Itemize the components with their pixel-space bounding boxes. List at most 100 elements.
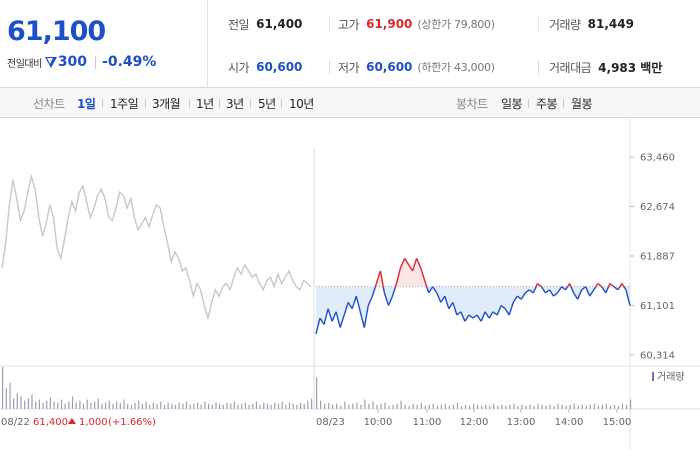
volume-bar xyxy=(613,404,616,409)
stat-value: 61,900 xyxy=(366,17,413,31)
volume-bar xyxy=(464,404,467,409)
time-tick-label: 12:00 xyxy=(460,417,489,428)
volume-bar xyxy=(226,402,228,409)
volume-bar xyxy=(440,404,442,409)
price-line-segment xyxy=(601,286,607,294)
volume-bar xyxy=(241,403,243,410)
tab-monthly-candle[interactable]: 월봉 xyxy=(571,97,593,111)
volume-bar xyxy=(215,402,217,409)
volume-bar xyxy=(285,404,287,409)
volume-bar xyxy=(372,401,374,409)
y-tick-label: 61,101 xyxy=(640,301,675,312)
volume-bar xyxy=(57,402,59,409)
volume-bar xyxy=(597,405,599,409)
volume-bar xyxy=(145,401,147,409)
volume-bar xyxy=(156,403,158,410)
price-line-segment xyxy=(500,304,506,310)
prev-date-label: 08/22 xyxy=(1,417,30,428)
volume-bar xyxy=(53,401,55,409)
price-line-segment xyxy=(605,286,610,294)
prev-change-value: 1,000 xyxy=(79,417,108,428)
volume-bar xyxy=(123,399,125,410)
volume-bar xyxy=(300,402,302,409)
volume-bar xyxy=(130,404,132,409)
chart-grid xyxy=(0,119,700,450)
tab-daily-candle[interactable]: 일봉 xyxy=(501,97,523,111)
price-line-segment xyxy=(581,286,587,291)
divider xyxy=(95,55,97,69)
volume-legend-swatch xyxy=(652,372,654,381)
tab-3y[interactable]: 3년 xyxy=(226,97,244,111)
tab-10y[interactable]: 10년 xyxy=(289,97,314,111)
tab-1d[interactable]: 1일 xyxy=(77,97,96,111)
intraday-chart: 63,460 62,674 61,887 61,101 60,314 거래량 08/22 61… xyxy=(0,119,700,450)
y-tick-label: 62,674 xyxy=(640,202,675,213)
volume-bar xyxy=(263,402,265,409)
volume-bar xyxy=(101,403,103,410)
tab-5y[interactable]: 5년 xyxy=(258,97,276,111)
volume-bar xyxy=(541,404,543,409)
price-line-segment xyxy=(561,286,567,291)
divider xyxy=(102,99,103,108)
price-line-segment xyxy=(436,292,442,303)
volume-bar xyxy=(24,400,26,409)
tab-1w[interactable]: 1주일 xyxy=(110,97,139,111)
tab-weekly-candle[interactable]: 주봉 xyxy=(536,97,558,111)
volume-bar xyxy=(211,404,213,409)
volume-bar xyxy=(152,402,154,409)
volume-bar xyxy=(2,367,4,409)
divider xyxy=(219,99,220,108)
volume-bar xyxy=(274,402,276,409)
volume-bar xyxy=(469,405,471,409)
volume-bar xyxy=(281,401,283,409)
price-line-segment xyxy=(512,295,518,303)
volume-bar xyxy=(174,404,177,409)
volume-bar xyxy=(46,400,48,409)
volume-bar xyxy=(13,398,15,409)
price-line-segment xyxy=(428,286,434,294)
volume-bar xyxy=(432,403,434,410)
price-line-segment xyxy=(420,267,426,281)
volume-bar xyxy=(601,404,603,409)
volume-bar xyxy=(553,405,555,409)
stat-prev-close: 전일 61,400 xyxy=(228,15,302,33)
volume-bar xyxy=(581,404,583,409)
price-line-segment xyxy=(456,311,462,316)
volume-bar xyxy=(477,404,479,409)
volume-bar xyxy=(513,403,515,410)
price-line-segment xyxy=(617,286,621,291)
volume-bar xyxy=(364,399,366,410)
volume-bar xyxy=(171,403,173,410)
price-line-segment xyxy=(496,305,502,316)
volume-bar xyxy=(420,402,422,409)
volume-bar xyxy=(529,404,531,409)
volume-bar xyxy=(82,403,85,410)
volume-bar xyxy=(630,399,632,410)
chart-fill xyxy=(316,258,630,334)
chart-labels: 63,460 62,674 61,887 61,101 60,314 거래량 08/22 61… xyxy=(1,153,685,429)
price-line-segment xyxy=(383,292,390,306)
price-line-segment xyxy=(520,292,526,300)
price-line-segment xyxy=(343,302,349,316)
price-line-segment xyxy=(577,289,583,300)
volume-bar xyxy=(38,399,40,410)
volume-bar xyxy=(444,403,446,410)
volume-bar xyxy=(456,402,459,409)
volume-bar xyxy=(589,404,591,409)
chart-lines xyxy=(1,173,631,335)
price-line-segment xyxy=(315,317,321,335)
volume-bar xyxy=(384,402,386,409)
change-rate: -0.49% xyxy=(102,54,157,70)
volume-bar xyxy=(368,403,370,410)
tab-3m[interactable]: 3개월 xyxy=(152,97,181,111)
volume-bar xyxy=(127,403,129,410)
lower-limit: (하한가 43,000) xyxy=(417,61,495,74)
prev-close-value: 61,400 xyxy=(33,417,68,428)
volume-bar xyxy=(60,399,63,410)
volume-bar xyxy=(545,405,547,409)
volume-bar xyxy=(79,400,81,409)
stat-value: 60,600 xyxy=(256,60,303,74)
volume-bar xyxy=(316,377,318,409)
tab-1y[interactable]: 1년 xyxy=(196,97,214,111)
stat-value: 61,400 xyxy=(256,17,303,31)
